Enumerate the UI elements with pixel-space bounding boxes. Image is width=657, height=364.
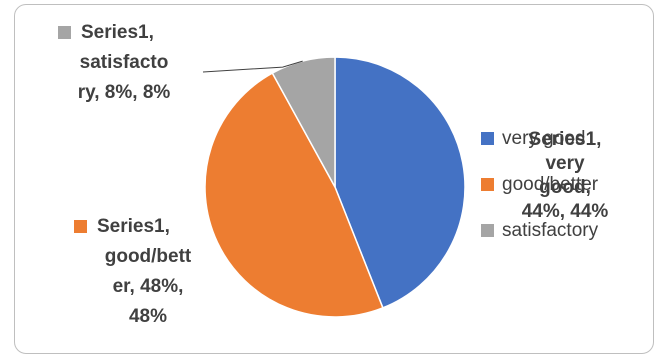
label-very-good-line3: good,: [539, 177, 591, 198]
legend-item-satisfactory: satisfactory: [481, 216, 651, 246]
label-swatch-satisfactory: [58, 26, 71, 40]
data-label-very-good: Series1, very good, 44%, 44%: [510, 128, 620, 224]
legend-item-very-good: very good: [481, 124, 651, 154]
legend: very good good/better satisfactory: [481, 124, 651, 246]
pie-slice-very-good: [334, 56, 466, 309]
label-good-better-line1: Series1,: [97, 216, 170, 237]
label-good-better-line4: 48%: [128, 306, 168, 327]
label-satisfactory-line2: satisfacto: [79, 52, 169, 73]
label-swatch-good-better: [74, 220, 87, 234]
legend-label-satisfactory: satisfactory: [502, 220, 599, 241]
label-very-good-line2: very: [545, 153, 585, 174]
label-very-good-line4: 44%, 44%: [521, 201, 609, 222]
pie-slice-good-better: [204, 72, 384, 318]
data-label-satisfactory: Series1, satisfacto ry, 8%, 8%: [44, 18, 204, 108]
legend-swatch-satisfactory: [481, 224, 494, 238]
data-label-good-better: Series1, good/bett er, 48%, 48%: [66, 212, 230, 332]
label-good-better-line2: good/bett: [104, 246, 192, 267]
leader-line-satisfactory: [202, 60, 303, 73]
legend-item-good-better: good/better: [481, 170, 651, 200]
label-very-good-line1: Series1,: [528, 129, 602, 150]
label-satisfactory-line3: ry, 8%, 8%: [77, 82, 171, 103]
label-good-better-line3: er, 48%,: [112, 276, 184, 297]
legend-swatch-good-better: [481, 178, 494, 192]
legend-swatch-very-good: [481, 132, 494, 146]
legend-label-good-better: good/better: [502, 174, 599, 195]
label-satisfactory-line1: Series1,: [81, 22, 154, 43]
legend-label-very-good: very good: [502, 128, 586, 149]
